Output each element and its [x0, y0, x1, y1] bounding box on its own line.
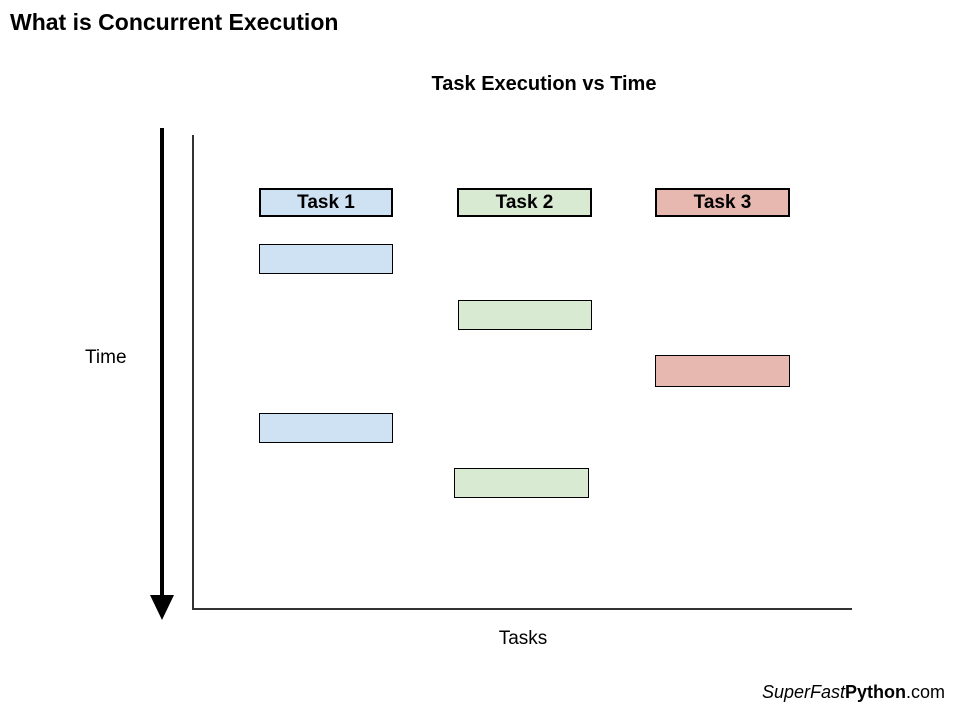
task-execution-bar	[259, 244, 393, 274]
page-title: What is Concurrent Execution	[10, 9, 339, 35]
chart-title: Task Execution vs Time	[431, 73, 657, 95]
task-header-box: Task 1	[259, 188, 393, 217]
x-axis-label: Tasks	[498, 628, 548, 649]
task-execution-bar	[655, 355, 790, 387]
task-execution-bar	[259, 413, 393, 443]
task-header-box: Task 2	[457, 188, 592, 217]
task-header-box: Task 3	[655, 188, 790, 217]
watermark-com: .com	[905, 682, 945, 702]
time-axis-arrow-down-icon	[150, 595, 174, 620]
watermark: SuperFastPython.com	[762, 682, 945, 703]
task-execution-bar	[454, 468, 589, 498]
watermark-python: Python	[844, 682, 906, 702]
x-axis-line	[192, 608, 852, 610]
task-execution-bar	[458, 300, 592, 330]
y-axis-label: Time	[85, 347, 127, 368]
y-axis-line	[192, 135, 194, 609]
watermark-superfast: SuperFast	[761, 682, 845, 702]
time-axis-arrow-line	[160, 128, 164, 595]
